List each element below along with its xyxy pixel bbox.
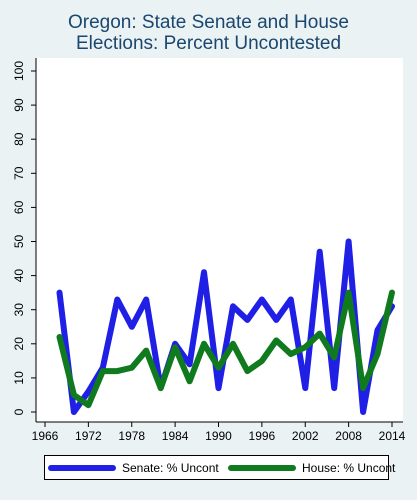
legend-swatch-senate bbox=[48, 465, 116, 471]
x-tick-label: 1972 bbox=[75, 429, 102, 443]
chart-title-line-2: Elections: Percent Uncontested bbox=[75, 33, 342, 54]
series-line-house bbox=[56, 289, 395, 409]
legend-label-house: House: % Uncont bbox=[302, 461, 396, 475]
x-tick-label: 1966 bbox=[32, 429, 59, 443]
x-tick-label: 1984 bbox=[162, 429, 189, 443]
y-tick-label: 20 bbox=[12, 337, 26, 351]
x-tick-label: 2014 bbox=[379, 429, 406, 443]
y-tick-label: 60 bbox=[12, 200, 26, 214]
y-tick-label: 30 bbox=[12, 303, 26, 317]
x-tick-label: 1978 bbox=[118, 429, 145, 443]
x-tick-label: 2008 bbox=[335, 429, 362, 443]
x-tick-label: 1996 bbox=[249, 429, 276, 443]
y-tick-label: 70 bbox=[12, 166, 26, 180]
y-tick-label: 50 bbox=[12, 235, 26, 249]
legend-item-house: House: % Uncont bbox=[228, 460, 395, 476]
legend-item-senate: Senate: % Uncont bbox=[48, 460, 219, 476]
legend-swatch-house bbox=[228, 465, 296, 471]
legend-label-senate: Senate: % Uncont bbox=[122, 461, 219, 475]
chart-title: Oregon: State Senate and House Elections… bbox=[0, 12, 417, 54]
y-tick-label: 10 bbox=[12, 371, 26, 385]
y-tick-label: 100 bbox=[12, 61, 26, 81]
series-line-senate bbox=[56, 238, 395, 415]
y-tick-label: 80 bbox=[12, 132, 26, 146]
x-tick-label: 2002 bbox=[292, 429, 319, 443]
y-tick-label: 0 bbox=[12, 408, 26, 415]
y-tick-label: 40 bbox=[12, 269, 26, 283]
x-tick-label: 1990 bbox=[205, 429, 232, 443]
y-tick-label: 90 bbox=[12, 98, 26, 112]
legend: Senate: % Uncont House: % Uncont bbox=[44, 455, 395, 480]
chart-title-line-1: Oregon: State Senate and House bbox=[68, 12, 349, 33]
